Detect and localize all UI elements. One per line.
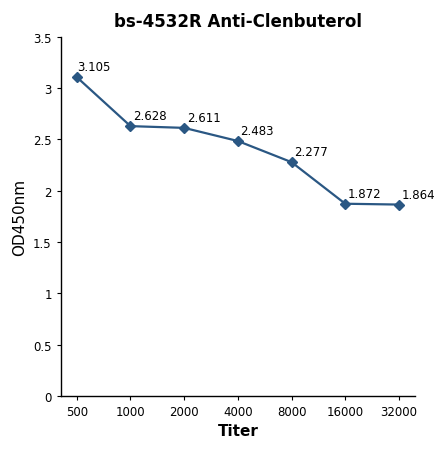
X-axis label: Titer: Titer — [217, 423, 258, 438]
Title: bs-4532R Anti-Clenbuterol: bs-4532R Anti-Clenbuterol — [114, 13, 362, 30]
Y-axis label: OD450nm: OD450nm — [13, 178, 27, 255]
Text: 3.105: 3.105 — [77, 61, 110, 74]
Text: 1.872: 1.872 — [348, 188, 382, 201]
Text: 2.611: 2.611 — [187, 112, 220, 125]
Text: 2.277: 2.277 — [294, 146, 328, 159]
Text: 1.864: 1.864 — [401, 189, 435, 202]
Text: 2.628: 2.628 — [133, 110, 167, 123]
Text: 2.483: 2.483 — [241, 125, 274, 138]
